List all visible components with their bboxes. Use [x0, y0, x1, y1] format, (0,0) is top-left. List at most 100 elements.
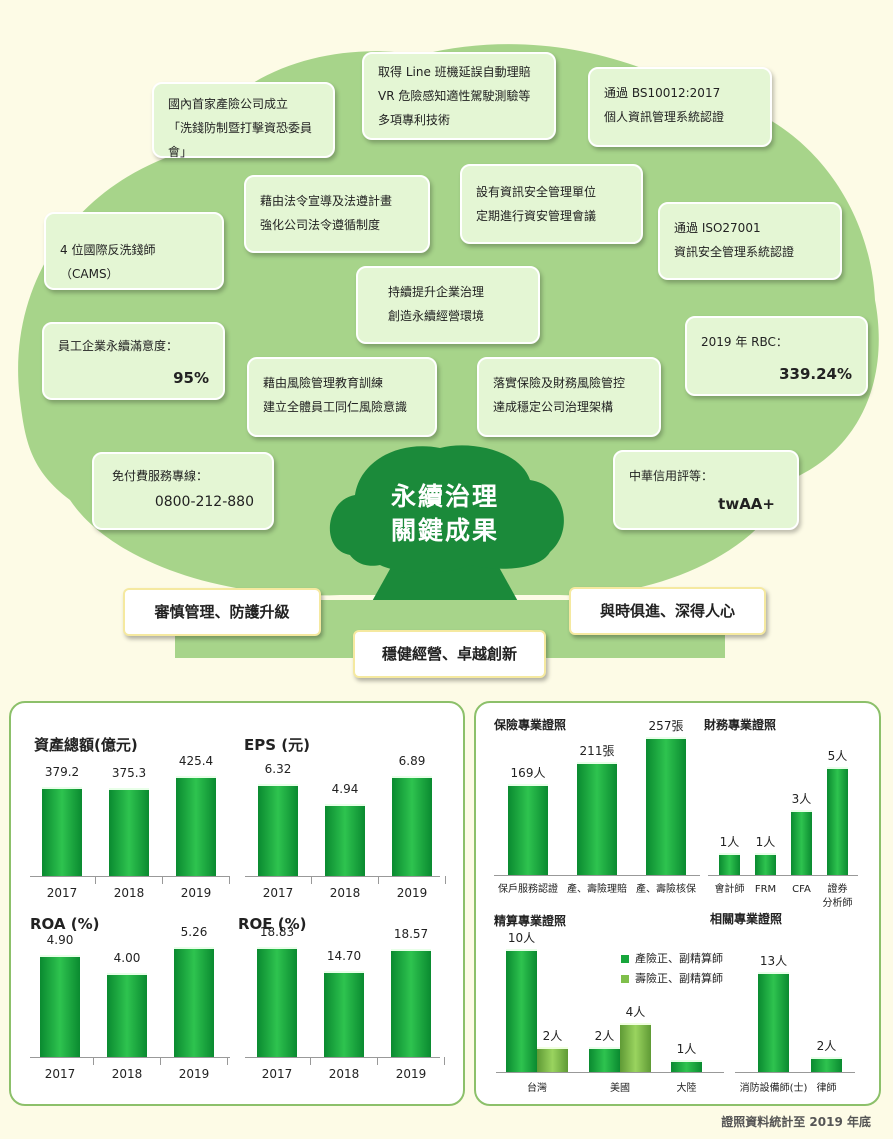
data-label: 379.2	[44, 765, 80, 779]
card-text-line: 國內首家產險公司成立	[168, 97, 289, 111]
bar	[577, 762, 617, 875]
card-label: 2019 年 RBC：	[701, 335, 788, 349]
bar	[719, 853, 740, 875]
card-text-line: 通過 ISO27001	[674, 221, 761, 235]
data-label: 6.89	[398, 754, 426, 768]
slogan-steady-operation: 穩健經營、卓越創新	[353, 630, 546, 678]
bar	[811, 1057, 842, 1072]
x-tick-label: FRM	[754, 884, 777, 895]
tree-infographic: 國內首家產險公司成立 「洗錢防制暨打擊資恐委員會」 取得 Line 班機延誤自動…	[18, 44, 879, 678]
card-cams: 4 位國際反洗錢師（CAMS）	[44, 212, 224, 290]
x-tick-label: 2017	[44, 1067, 76, 1081]
chart-title: 財務專業證照	[704, 718, 777, 732]
card-governance: 持續提升企業治理 創造永續經營環境	[356, 266, 540, 344]
data-label: 1人	[755, 835, 776, 849]
data-label: 425.4	[178, 754, 214, 768]
financial-panel	[9, 701, 465, 1106]
x-axis	[30, 1057, 230, 1058]
data-label: 1人	[676, 1042, 697, 1056]
bar	[671, 1060, 702, 1072]
bar	[791, 810, 812, 875]
x-tick	[229, 876, 230, 884]
x-axis	[496, 1072, 724, 1073]
bar	[537, 1047, 568, 1072]
card-satisfaction: 員工企業永續滿意度： 95%	[42, 322, 225, 400]
x-tick-label: 產、壽險核保	[636, 884, 696, 895]
bar	[506, 949, 537, 1072]
legend-swatch	[621, 955, 629, 963]
card-compliance: 藉由法令宣導及法遵計畫 強化公司法令遵循制度	[244, 175, 430, 253]
data-label: 169人	[510, 766, 546, 780]
bar	[174, 947, 214, 1057]
card-value: 339.24%	[779, 365, 852, 383]
card-text-line: 設有資訊安全管理單位	[476, 185, 597, 199]
x-axis	[245, 1057, 440, 1058]
data-label: 4.00	[113, 951, 141, 965]
bar	[758, 972, 789, 1072]
x-tick-label: 消防設備師(士)	[739, 1083, 808, 1094]
card-aml-committee: 國內首家產險公司成立 「洗錢防制暨打擊資恐委員會」	[152, 82, 335, 159]
bar	[827, 767, 848, 875]
card-iso27001: 通過 ISO27001 資訊安全管理系統認證	[658, 202, 842, 280]
x-tick-label: 證券 分析師	[822, 884, 853, 909]
card-text-line: 創造永續經營環境	[388, 309, 485, 323]
data-label: 4人	[625, 1005, 646, 1019]
data-label: 211張	[579, 744, 615, 758]
x-axis	[494, 875, 700, 876]
bar	[620, 1023, 651, 1072]
card-value: twAA+	[718, 495, 775, 513]
card-risk-control: 落實保險及財務風險管控 達成穩定公司治理架構	[477, 357, 661, 437]
x-tick	[445, 876, 446, 884]
card-text-line: 藉由法令宣導及法遵計畫	[260, 194, 393, 208]
card-bs10012: 通過 BS10012:2017 個人資訊管理系統認證	[588, 67, 772, 147]
card-risk-training: 藉由風險管理教育訓練 建立全體員工同仁風險意識	[247, 357, 437, 437]
card-label: 中華信用評等：	[629, 469, 714, 483]
bar	[258, 784, 298, 876]
center-title-line: 永續治理	[390, 482, 499, 511]
x-axis	[735, 1072, 855, 1073]
data-label: 2人	[594, 1029, 615, 1043]
data-label: 18.57	[393, 927, 429, 941]
chart-title: ROA (%)	[30, 915, 100, 933]
card-label: 免付費服務專線：	[112, 469, 209, 483]
data-label: 4.94	[331, 782, 359, 796]
card-label: 員工企業永續滿意度：	[58, 339, 179, 353]
bar	[646, 737, 686, 875]
x-tick-label: CFA	[792, 884, 811, 895]
bar	[391, 949, 431, 1057]
x-tick-label: 美國	[610, 1083, 630, 1094]
x-tick-label: 保戶服務認證	[498, 884, 558, 895]
x-tick	[378, 876, 379, 884]
x-tick	[444, 1057, 445, 1065]
chart-title: 相關專業證照	[710, 912, 783, 926]
card-text-line: 建立全體員工同仁風險意識	[263, 400, 408, 414]
x-tick	[311, 876, 312, 884]
x-tick-label: 2019	[396, 886, 428, 900]
data-label: 375.3	[111, 766, 147, 780]
bar	[42, 787, 82, 876]
bar	[508, 784, 548, 875]
data-label: 5.26	[180, 925, 208, 939]
x-tick-label: 2017	[262, 886, 294, 900]
card-text-line: 通過 BS10012:2017	[604, 86, 721, 100]
x-tick-label: 產、壽險理賠	[567, 884, 627, 895]
x-tick	[93, 1057, 94, 1065]
card-hotline: 免付費服務專線： 0800-212-880	[92, 452, 274, 530]
card-text-line: 取得 Line 班機延誤自動理賠	[378, 65, 531, 79]
bar	[755, 853, 776, 875]
chart-title: 精算專業證照	[494, 914, 567, 928]
legend-swatch	[621, 975, 629, 983]
x-tick-label: 2019	[178, 1067, 210, 1081]
footnote: 證照資料統計至 2019 年底	[721, 1115, 871, 1129]
data-label: 6.32	[264, 762, 292, 776]
slogan-keep-pace: 與時俱進、深得人心	[569, 587, 766, 635]
card-text-line: 達成穩定公司治理架構	[493, 400, 614, 414]
x-tick	[95, 876, 96, 884]
bar	[109, 788, 149, 876]
x-axis	[708, 875, 858, 876]
chart-title: 資產總額(億元)	[34, 736, 138, 754]
data-label: 257張	[648, 719, 684, 733]
card-text-line: 個人資訊管理系統認證	[604, 110, 725, 124]
x-tick-label: 律師	[816, 1083, 837, 1094]
x-tick-label: 2017	[46, 886, 78, 900]
